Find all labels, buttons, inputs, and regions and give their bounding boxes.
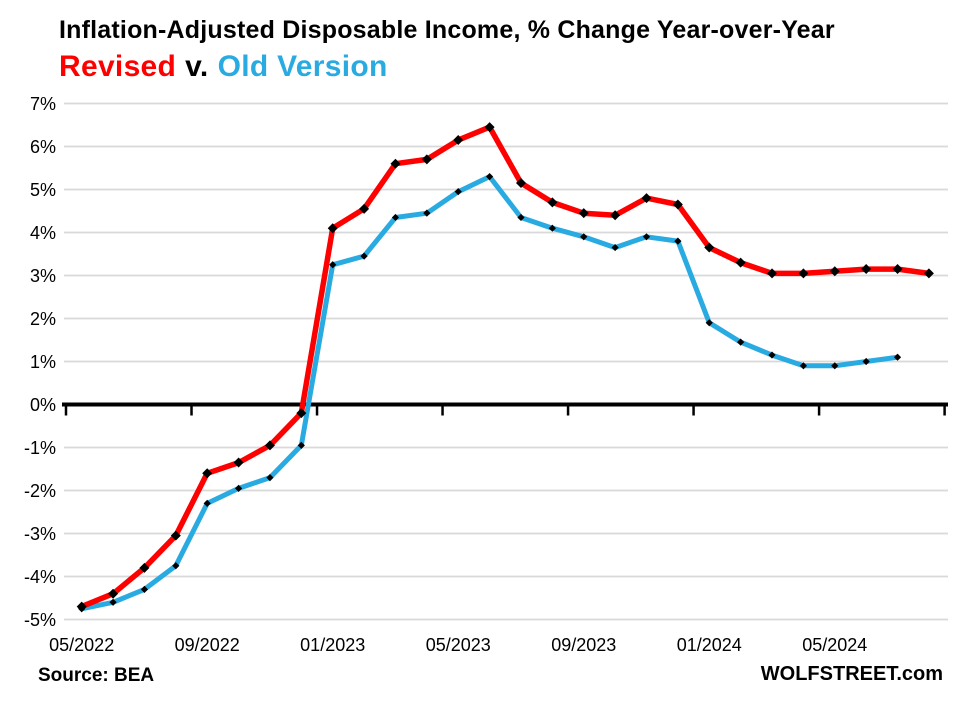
y-axis-label: -2% bbox=[24, 481, 56, 501]
marker-revised bbox=[108, 588, 119, 599]
marker-revised bbox=[923, 268, 934, 279]
marker-revised bbox=[735, 257, 746, 268]
marker-old-version bbox=[234, 484, 243, 492]
y-axis-label: -1% bbox=[24, 438, 56, 458]
chart-subtitle: Revised v. Old Version bbox=[59, 50, 388, 84]
marker-old-version bbox=[203, 499, 211, 507]
marker-old-version bbox=[831, 362, 839, 370]
marker-revised bbox=[170, 530, 181, 541]
marker-old-version bbox=[454, 188, 462, 196]
marker-revised bbox=[202, 468, 213, 479]
source-label: Source: BEA bbox=[38, 665, 155, 686]
legend-old-version-label: Old Version bbox=[217, 50, 388, 83]
y-axis-label: 3% bbox=[30, 266, 56, 286]
marker-old-version bbox=[109, 598, 117, 606]
marker-revised bbox=[296, 408, 307, 419]
marker-revised bbox=[547, 197, 558, 208]
y-axis-label: 4% bbox=[30, 223, 56, 243]
marker-old-version bbox=[517, 213, 525, 222]
marker-revised bbox=[327, 223, 338, 234]
marker-old-version bbox=[580, 233, 588, 241]
marker-revised bbox=[798, 268, 809, 279]
chart-title: Inflation-Adjusted Disposable Income, % … bbox=[59, 16, 835, 44]
marker-revised bbox=[390, 158, 401, 169]
marker-old-version bbox=[611, 243, 619, 252]
y-axis-label: -3% bbox=[24, 524, 56, 544]
site-branding-label: WOLFSTREET.com bbox=[760, 663, 943, 685]
x-axis-label: 05/2023 bbox=[426, 635, 491, 655]
y-axis-label: -5% bbox=[24, 610, 56, 630]
marker-revised bbox=[861, 264, 872, 275]
marker-old-version bbox=[360, 252, 368, 260]
marker-revised bbox=[767, 268, 778, 279]
marker-revised bbox=[578, 208, 589, 219]
marker-revised bbox=[704, 242, 715, 253]
marker-revised bbox=[76, 601, 87, 612]
marker-old-version bbox=[893, 353, 902, 361]
y-axis-label: 5% bbox=[30, 180, 56, 200]
marker-old-version bbox=[862, 357, 870, 366]
marker-old-version bbox=[674, 237, 682, 245]
y-axis-label: 7% bbox=[30, 94, 56, 114]
marker-revised bbox=[233, 457, 244, 468]
x-axis-label: 01/2023 bbox=[300, 635, 365, 655]
marker-old-version bbox=[297, 441, 305, 449]
marker-revised bbox=[515, 178, 526, 189]
series-line-old-version bbox=[79, 174, 900, 612]
marker-revised bbox=[359, 203, 370, 214]
x-axis-label: 05/2024 bbox=[802, 635, 867, 655]
y-axis-label: 6% bbox=[30, 137, 56, 157]
y-axis-label: 1% bbox=[30, 352, 56, 372]
marker-old-version bbox=[423, 209, 431, 217]
marker-old-version bbox=[140, 585, 149, 593]
marker-revised bbox=[139, 562, 150, 573]
series-line-revised bbox=[78, 124, 932, 610]
x-axis-label: 01/2024 bbox=[677, 635, 742, 655]
marker-revised bbox=[892, 264, 903, 275]
x-axis-label: 09/2023 bbox=[551, 635, 616, 655]
y-axis-label: -4% bbox=[24, 567, 56, 587]
marker-old-version bbox=[329, 261, 337, 269]
marker-revised bbox=[641, 193, 652, 204]
marker-revised bbox=[421, 154, 432, 165]
y-axis-label: 2% bbox=[30, 309, 56, 329]
x-axis-label: 05/2022 bbox=[49, 635, 114, 655]
marker-old-version bbox=[172, 562, 180, 570]
marker-old-version bbox=[799, 362, 807, 370]
legend-revised-label: Revised bbox=[59, 50, 177, 83]
marker-old-version bbox=[705, 319, 713, 327]
marker-old-version bbox=[548, 224, 556, 232]
marker-revised bbox=[484, 122, 495, 133]
marker-revised bbox=[672, 199, 683, 210]
marker-old-version bbox=[391, 213, 400, 222]
marker-revised bbox=[829, 266, 840, 277]
marker-revised bbox=[610, 210, 621, 221]
marker-old-version bbox=[768, 351, 776, 359]
legend-vs-label: v. bbox=[185, 50, 209, 83]
y-axis-label: 0% bbox=[30, 395, 56, 415]
marker-revised bbox=[264, 440, 275, 451]
marker-old-version bbox=[486, 173, 494, 181]
marker-revised bbox=[453, 135, 464, 146]
marker-old-version bbox=[737, 338, 745, 346]
marker-old-version bbox=[266, 474, 274, 482]
marker-old-version bbox=[642, 233, 651, 241]
x-axis-label: 09/2022 bbox=[175, 635, 240, 655]
